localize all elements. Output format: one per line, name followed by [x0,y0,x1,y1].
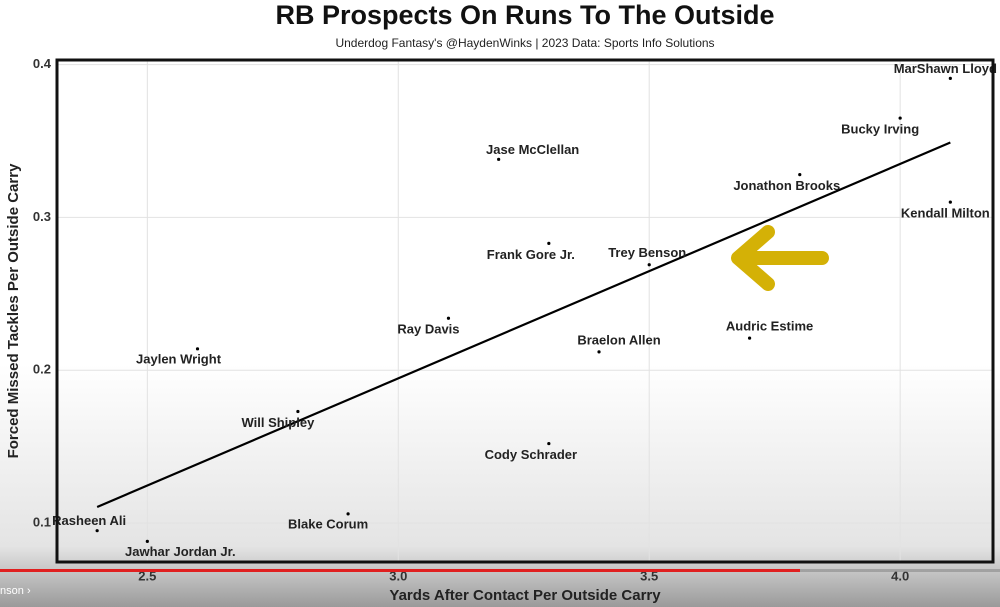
point-label: Jonathon Brooks [733,178,840,193]
point-label: Jase McClellan [486,142,579,157]
point [497,157,501,161]
point-label: Rasheen Ali [52,513,126,528]
point-label: Jawhar Jordan Jr. [125,544,236,559]
x-tick-label: 4.0 [891,568,909,583]
point [898,116,902,120]
y-axis-label: Forced Missed Tackles Per Outside Carry [5,163,22,459]
point [547,441,551,446]
point-label: Frank Gore Jr. [487,247,575,262]
point-label: Trey Benson [608,245,686,260]
y-tick-label: 0.1 [33,514,51,529]
point [948,200,952,204]
panel-border [55,58,995,564]
point [597,350,601,354]
point-label: Bucky Irving [841,122,919,137]
point [145,539,149,543]
point [95,529,99,533]
point [296,409,300,414]
point-label: Ray Davis [397,322,459,337]
video-caption[interactable]: nson [0,585,24,597]
point [948,76,952,80]
point-label: Jaylen Wright [136,351,222,366]
y-tick-label: 0.2 [33,362,51,377]
video-progress[interactable] [0,569,800,572]
arrow-annotation [731,225,829,291]
y-tick-label: 0.3 [33,209,51,224]
x-tick-label: 3.0 [389,568,407,583]
point [647,263,651,267]
point [446,316,451,320]
trendline [96,141,951,508]
x-axis-label: Yards After Contact Per Outside Carry [389,587,661,604]
chevron: › [27,585,31,597]
chart-title: RB Prospects On Runs To The Outside [275,0,774,30]
point [747,336,752,340]
point-label: Will Shipley [241,415,315,430]
point [346,512,350,516]
point-label: Braelon Allen [577,332,660,347]
x-tick-label: 2.5 [138,568,156,583]
point-label: Audric Estime [726,319,813,334]
point-label: Cody Schrader [485,447,577,462]
chart-subtitle: Underdog Fantasy's @HaydenWinks | 2023 D… [335,36,714,50]
point [195,347,200,351]
point [547,241,551,245]
plot-area: 2.5 3.0 3.5 4.0 0.1 0.2 0.3 0.4 MarShawn Lloyd Bu… [33,56,997,583]
point [798,173,802,177]
point-label: MarShawn Lloyd [894,61,997,76]
point-label: Blake Corum [288,516,368,531]
x-tick-label: 3.5 [640,568,658,583]
y-tick-label: 0.4 [33,56,52,71]
point-label: Kendall Milton [901,206,990,221]
